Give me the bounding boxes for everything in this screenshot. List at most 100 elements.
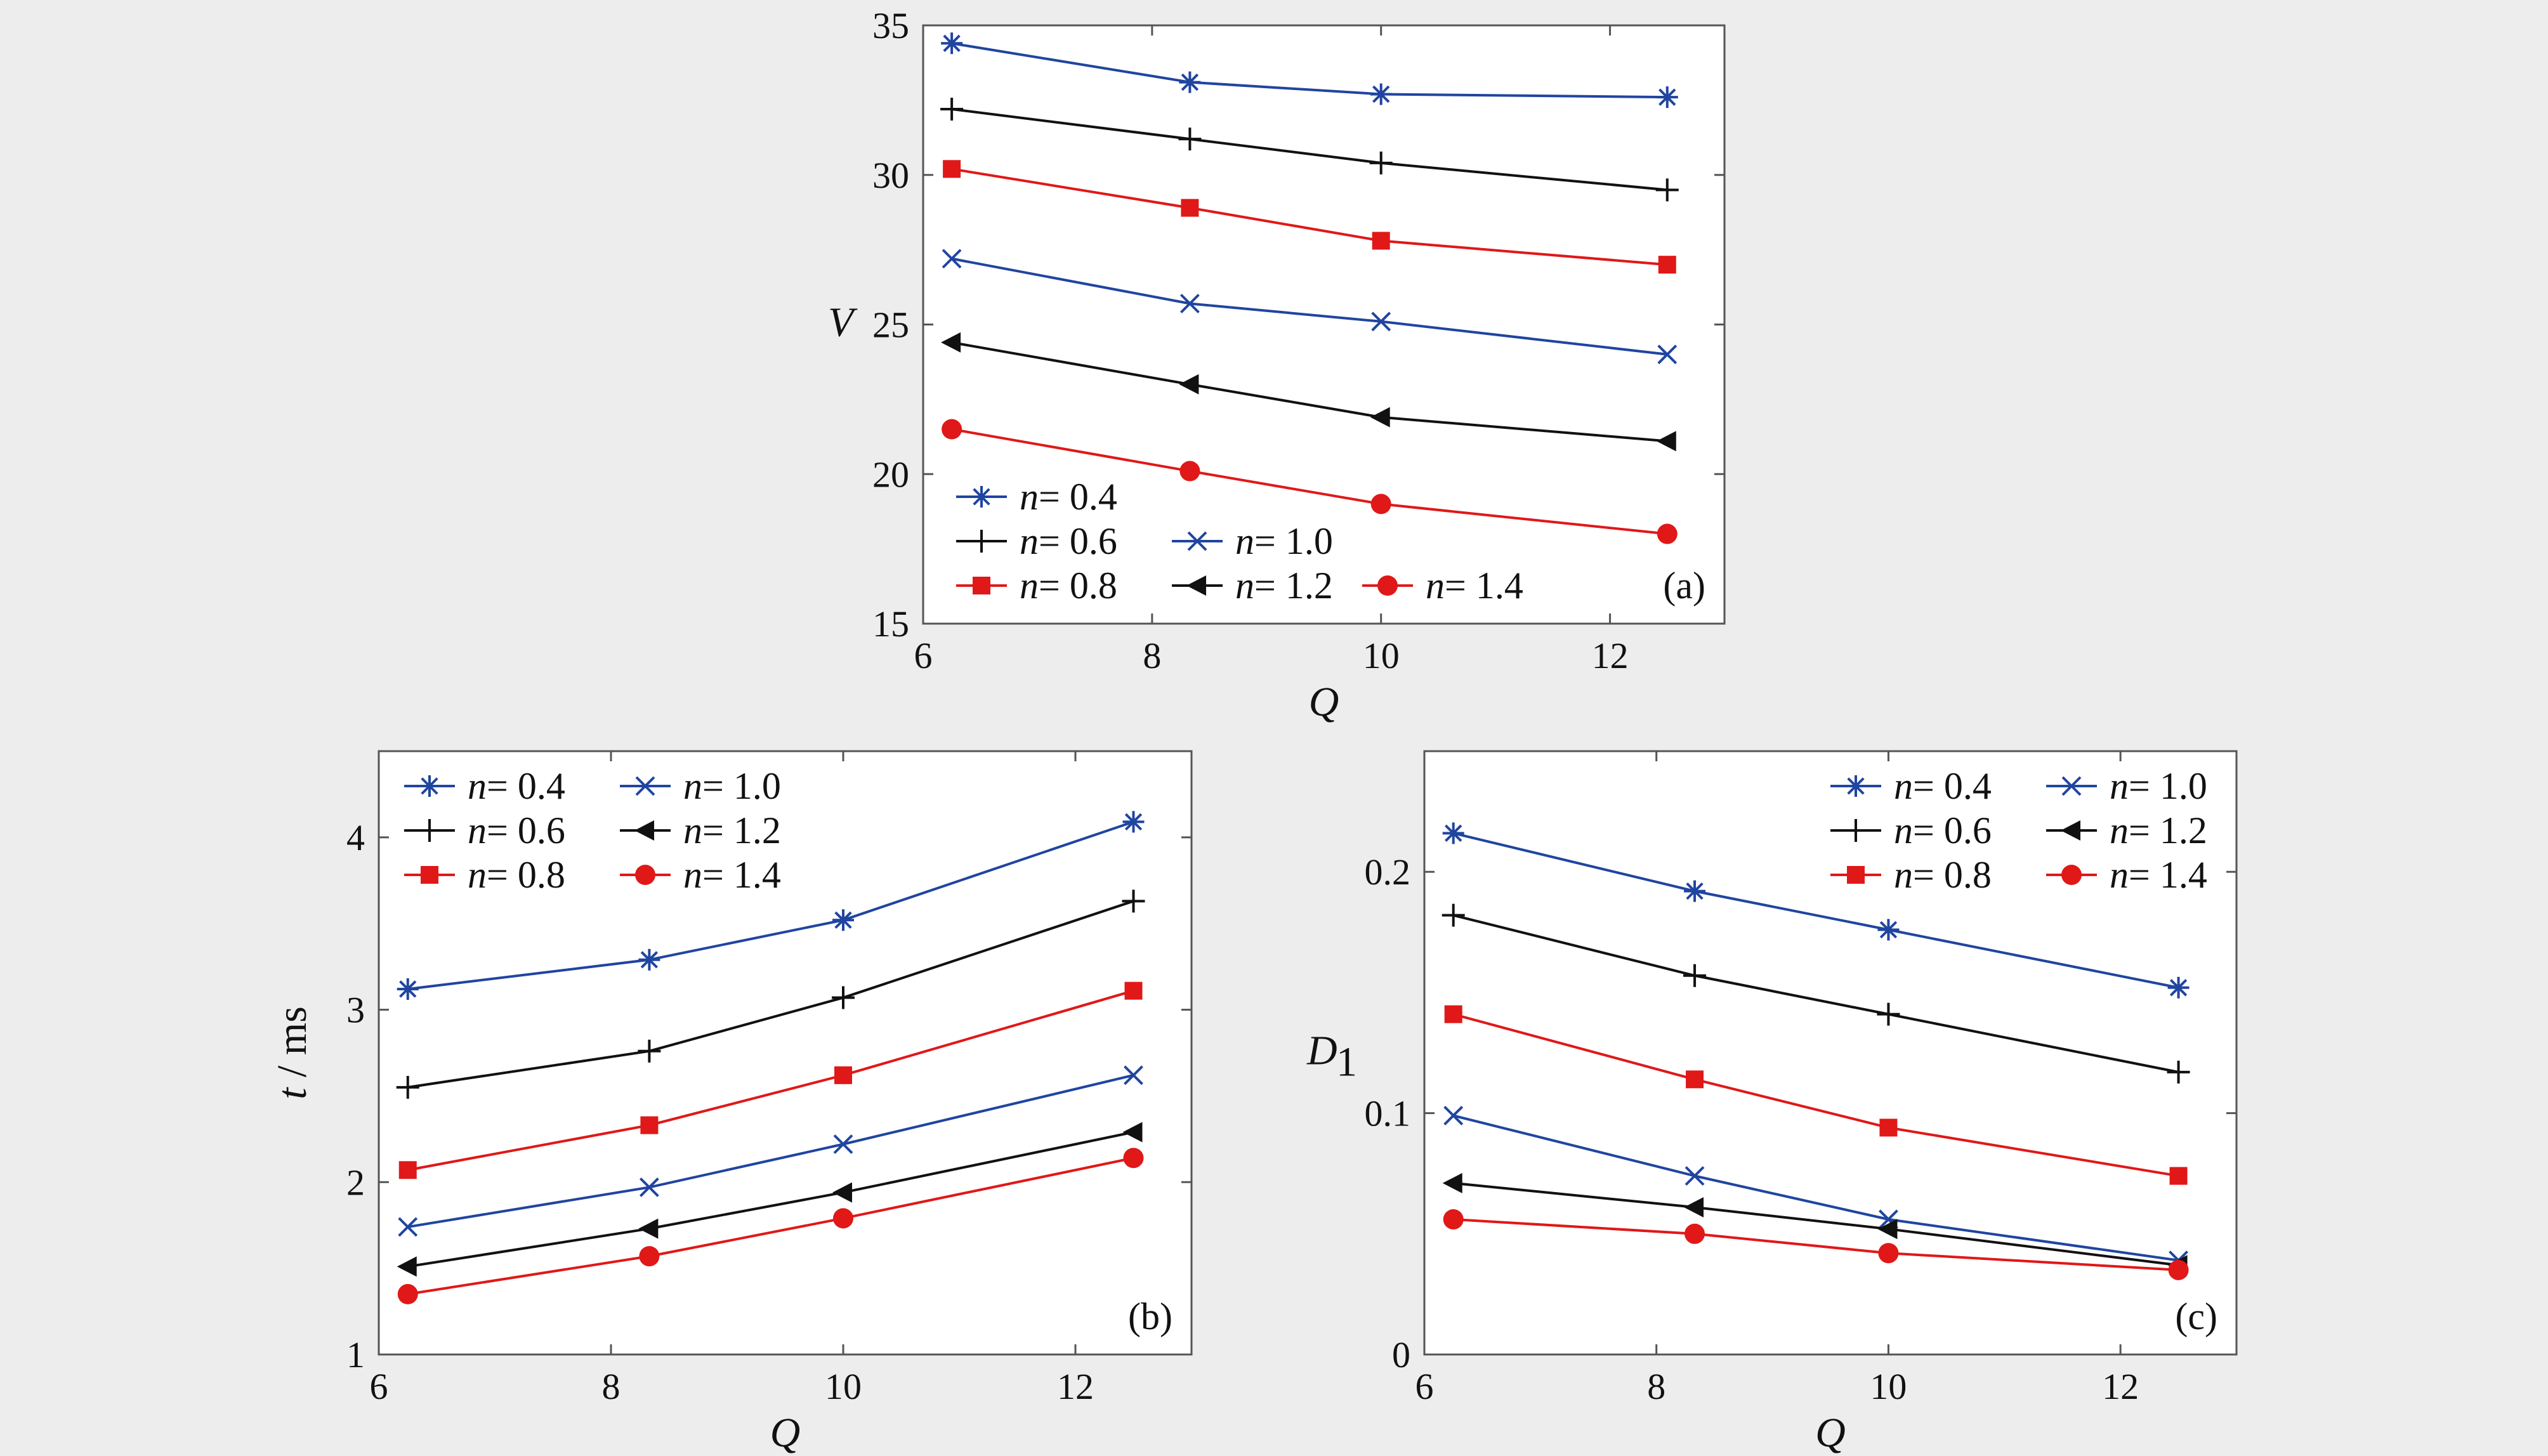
legend-label-value: = 1.0 xyxy=(2129,765,2207,807)
legend-label-n-1.2: n= 1.2 xyxy=(1235,565,1333,607)
legend-marker-n-0.6 xyxy=(1844,819,1867,842)
legend-label-value: = 1.2 xyxy=(2129,810,2207,851)
data-point-n-0.8 xyxy=(398,1161,417,1179)
legend-label-n-1.4: n= 1.4 xyxy=(2110,854,2207,896)
data-point-n-0.6 xyxy=(1441,903,1465,927)
legend-label-symbol: n xyxy=(683,810,702,851)
y-axis-title-unit: / ms xyxy=(269,1006,315,1087)
series-line-n-0.8 xyxy=(951,167,1667,266)
legend-label-value: = 1.4 xyxy=(702,854,781,896)
legend-label-value: = 0.4 xyxy=(487,765,565,807)
data-point-n-0.6 xyxy=(2167,1060,2190,1084)
legend-marker-n-0.8 xyxy=(421,866,438,884)
legend-label-symbol: n xyxy=(468,810,487,851)
legend-marker-n-1.0 xyxy=(635,776,655,796)
data-point-n-0.6 xyxy=(832,986,855,1009)
data-point-n-1.4 xyxy=(1370,494,1391,515)
y-tick-label: 30 xyxy=(872,155,909,196)
data-point-n-1.2 xyxy=(1122,1122,1143,1143)
data-point-n-0.8 xyxy=(2169,1167,2188,1185)
plot-area xyxy=(1423,750,2238,1356)
data-point-n-1.4 xyxy=(2168,1259,2189,1280)
series-line-n-1.0 xyxy=(407,1073,1134,1228)
y-tick-label: 0 xyxy=(1392,1334,1410,1375)
x-tick-label: 12 xyxy=(1057,1366,1094,1407)
data-point-n-0.4 xyxy=(2167,976,2190,999)
x-axis-title: Q xyxy=(1309,679,1339,725)
data-point-n-1.4 xyxy=(1443,1209,1464,1230)
legend-label-symbol: n xyxy=(1426,565,1445,607)
legend-label-symbol: n xyxy=(468,765,487,807)
legend-label-symbol: n xyxy=(1235,565,1254,607)
panel-tag: (a) xyxy=(1663,565,1705,607)
legend-label-symbol: n xyxy=(1894,765,1913,807)
legend-label-n-1.0: n= 1.0 xyxy=(1235,520,1333,562)
x-tick-label: 10 xyxy=(1363,635,1400,676)
data-point-n-0.8 xyxy=(1372,232,1390,250)
legend-label-symbol: n xyxy=(1020,476,1039,518)
x-tick-label: 10 xyxy=(1870,1366,1907,1407)
legend-marker-n-0.4 xyxy=(419,775,440,797)
data-point-n-1.2 xyxy=(1442,1172,1462,1193)
legend-marker-n-1.4 xyxy=(1377,575,1398,596)
data-point-n-0.4 xyxy=(638,948,660,971)
data-point-n-0.6 xyxy=(1178,128,1202,151)
series-line-n-1.0 xyxy=(951,257,1668,356)
x-tick-label: 8 xyxy=(602,1366,621,1407)
legend-marker-n-0.8 xyxy=(973,577,990,594)
legend-label-value: = 1.4 xyxy=(2129,854,2207,896)
data-point-n-1.2 xyxy=(1370,407,1390,428)
legend-label-value: = 1.0 xyxy=(702,765,781,807)
legend-marker-n-1.0 xyxy=(2061,776,2082,796)
legend-label-symbol: n xyxy=(1894,854,1913,896)
panel-tag: (c) xyxy=(2175,1295,2217,1337)
data-point-n-1.0 xyxy=(1443,1105,1464,1125)
legend-label-value: = 1.4 xyxy=(1445,565,1523,607)
data-point-n-1.2 xyxy=(397,1256,417,1277)
legend-label-n-1.0: n= 1.0 xyxy=(2110,765,2207,807)
legend-marker-n-0.6 xyxy=(418,819,441,842)
y-tick-label: 20 xyxy=(872,454,909,495)
data-point-n-0.8 xyxy=(834,1066,852,1084)
data-point-n-0.8 xyxy=(640,1116,659,1134)
legend-label-value: = 0.8 xyxy=(1913,854,1992,896)
series-line-n-0.8 xyxy=(407,989,1134,1172)
y-axis-title: t / ms xyxy=(269,1006,315,1099)
x-axis-title: Q xyxy=(1815,1410,1846,1456)
series-line-n-1.2 xyxy=(951,341,1667,443)
legend-label-n-1.2: n= 1.2 xyxy=(2110,810,2207,851)
series-line-n-1.2 xyxy=(1453,1181,2179,1267)
data-point-n-0.6 xyxy=(1877,1002,1900,1026)
legend-marker-n-1.0 xyxy=(1187,531,1207,551)
y-tick-label: 15 xyxy=(872,603,909,645)
data-point-n-1.2 xyxy=(1179,374,1199,395)
legend-marker-n-0.6 xyxy=(970,530,993,553)
legend-label-n-0.8: n= 0.8 xyxy=(468,854,565,896)
y-tick-label: 0.2 xyxy=(1365,851,1411,893)
data-point-n-0.6 xyxy=(1683,964,1707,987)
y-tick-label: 4 xyxy=(346,817,365,858)
y-axis-title-subscript: 1 xyxy=(1336,1039,1357,1085)
data-point-n-1.0 xyxy=(1124,1065,1143,1085)
legend-label-value: = 1.0 xyxy=(1254,520,1333,562)
y-tick-label: 25 xyxy=(872,305,909,346)
series-line-n-0.6 xyxy=(407,900,1134,1089)
legend-label-n-0.8: n= 0.8 xyxy=(1894,854,1992,896)
data-point-n-1.4 xyxy=(1878,1243,1899,1264)
y-axis-title: D xyxy=(1306,1028,1337,1074)
legend-marker-n-1.2 xyxy=(2061,820,2080,841)
series-line-n-0.6 xyxy=(1453,914,2179,1073)
legend-label-value: = 0.8 xyxy=(487,854,565,896)
series-line-n-0.6 xyxy=(951,108,1667,192)
data-point-n-1.2 xyxy=(1877,1219,1898,1240)
data-point-n-1.2 xyxy=(638,1218,659,1239)
legend-label-symbol: n xyxy=(2110,765,2129,807)
data-point-n-0.4 xyxy=(1122,811,1145,833)
x-tick-label: 12 xyxy=(1592,635,1629,676)
data-point-n-1.4 xyxy=(833,1208,853,1229)
data-point-n-1.4 xyxy=(942,419,962,440)
series-line-n-0.8 xyxy=(1453,1013,2179,1177)
legend-label-n-0.4: n= 0.4 xyxy=(1894,765,1992,807)
